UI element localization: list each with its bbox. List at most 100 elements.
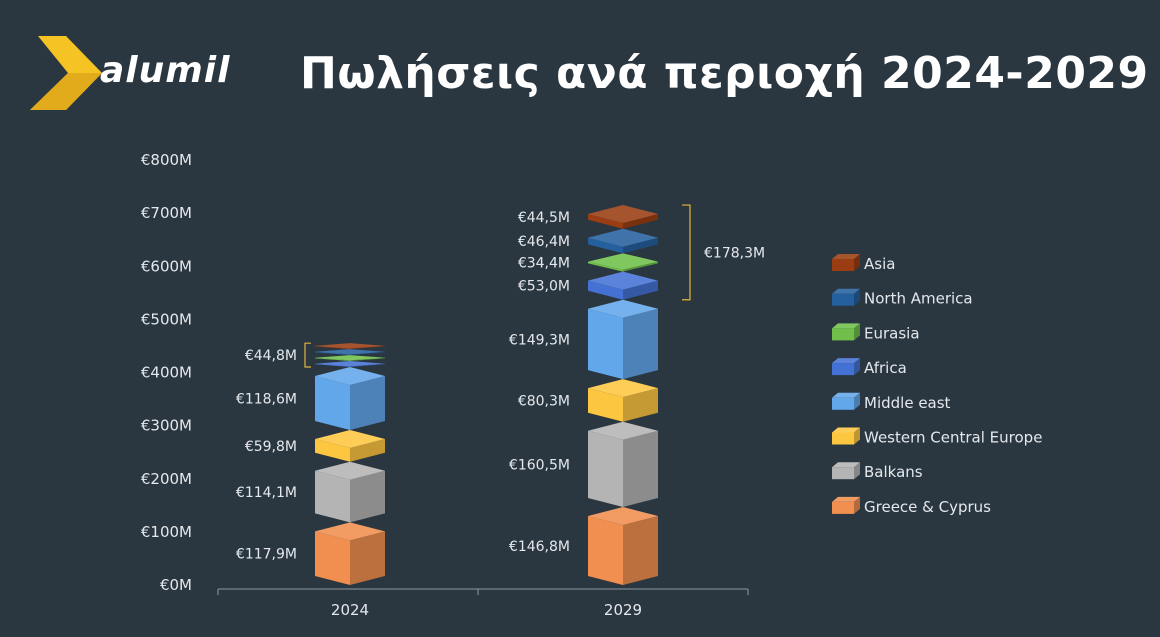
bar-face-right	[350, 345, 385, 350]
bar-face-left	[588, 237, 623, 254]
legend-label: Middle east	[864, 394, 951, 412]
bar-face-right	[623, 516, 658, 585]
bar-face-right	[623, 214, 658, 229]
legend-swatch-side	[854, 496, 860, 514]
data-label: €146,8M	[509, 539, 570, 555]
x-axis: 2024 2029	[217, 588, 749, 619]
bar-segment-north-america-2024	[315, 349, 385, 356]
bar-segment-africa-2024	[315, 361, 385, 367]
group-bracket-2029: €178,3M	[682, 204, 765, 301]
bar-segment-asia-2024	[315, 343, 385, 350]
data-label: €114,1M	[236, 485, 297, 501]
legend-item-greece-cyprus: Greece & Cyprus	[832, 496, 991, 516]
legend-swatch-top	[832, 392, 860, 398]
bar-face-left	[315, 357, 350, 362]
data-label: €117,9M	[236, 547, 297, 563]
legend-item-north-america: North America	[832, 288, 973, 308]
bar-face-left	[315, 351, 350, 356]
legend-swatch-side	[854, 254, 860, 271]
legend-swatch-top	[832, 358, 860, 364]
bar-stacks: €117,9M €114,1M €59,8M €118,6M €146,8M €160,5…	[236, 205, 658, 585]
data-label: €34,4M	[518, 255, 570, 271]
bar-segment-asia-2029	[588, 205, 658, 229]
y-tick-label: €100M	[141, 523, 192, 541]
y-tick-label: €300M	[141, 417, 192, 435]
bar-face-top	[588, 507, 658, 526]
bar-face-right	[350, 351, 385, 356]
bar-segment-western-central-europe-2029	[588, 379, 658, 422]
y-tick-label: €500M	[141, 310, 192, 328]
bar-face-top	[315, 343, 385, 349]
bar-face-left	[315, 531, 350, 585]
bar-face-top	[588, 299, 658, 318]
data-label: €53,0M	[518, 279, 570, 295]
bar-face-top	[315, 349, 385, 355]
legend-swatch-top	[832, 462, 860, 468]
y-tick-label: €600M	[141, 257, 192, 275]
bar-face-top	[588, 253, 658, 270]
bar-face-top	[315, 461, 385, 480]
legend-label: North America	[864, 290, 973, 308]
legend-label: Africa	[864, 359, 907, 377]
bar-face-right	[350, 363, 385, 367]
bar-face-right	[623, 388, 658, 422]
legend-item-asia: Asia	[832, 254, 895, 273]
legend-swatch-side	[854, 288, 860, 306]
bar-face-left	[588, 430, 623, 508]
legend-swatch	[832, 363, 854, 376]
bar-segment-africa-2029	[588, 271, 658, 300]
bar-face-right	[350, 470, 385, 523]
bar-segment-north-america-2029	[588, 228, 658, 254]
bar-face-top	[588, 271, 658, 290]
bar-segment-middle-east-2029	[588, 299, 658, 380]
bar-face-left	[588, 280, 623, 300]
legend-swatch	[832, 467, 854, 480]
bar-face-top	[588, 228, 658, 247]
bar-face-left	[315, 438, 350, 462]
legend-swatch	[832, 293, 854, 306]
bar-face-right	[350, 357, 385, 362]
bar-segment-balkans-2024	[315, 461, 385, 523]
legend-item-eurasia: Eurasia	[832, 323, 920, 342]
x-category-label: 2029	[604, 601, 642, 619]
bar-face-right	[350, 531, 385, 585]
data-label: €59,8M	[245, 439, 297, 455]
bar-face-top	[588, 205, 658, 224]
bar-segment-greece-cyprus-2029	[588, 507, 658, 585]
bar-face-left	[315, 375, 350, 430]
legend-swatch-side	[854, 462, 860, 480]
bar-face-top	[315, 361, 385, 367]
legend-label: Greece & Cyprus	[864, 498, 991, 516]
bar-face-top	[315, 355, 385, 361]
bar-face-right	[350, 438, 385, 462]
legend-label: Eurasia	[864, 324, 920, 342]
group-annotations: €44,8M €178,3M	[245, 204, 765, 368]
legend-label: Asia	[864, 255, 895, 273]
data-label: €80,3M	[518, 393, 570, 409]
legend-label: Western Central Europe	[864, 429, 1042, 447]
legend-swatch-side	[854, 427, 860, 445]
bar-segment-eurasia-2024	[315, 355, 385, 362]
bar-face-right	[623, 430, 658, 508]
bar-face-top	[315, 429, 385, 448]
legend: Asia North America Eurasia Africa Middle eas…	[832, 254, 1042, 516]
legend-swatch-top	[832, 254, 860, 259]
bar-face-top	[588, 379, 658, 398]
bar-segment-greece-cyprus-2024	[315, 522, 385, 585]
y-tick-label: €0M	[160, 576, 192, 594]
legend-label: Balkans	[864, 463, 923, 481]
group-total-label: €44,8M	[245, 348, 297, 364]
legend-swatch	[832, 259, 854, 271]
bar-face-right	[623, 237, 658, 254]
legend-item-western-central-europe: Western Central Europe	[832, 427, 1042, 447]
bar-face-top	[315, 366, 385, 385]
bar-segment-eurasia-2029	[588, 253, 658, 272]
data-label: €46,4M	[518, 234, 570, 250]
legend-swatch-top	[832, 323, 860, 329]
legend-item-balkans: Balkans	[832, 462, 923, 481]
y-tick-label: €200M	[141, 470, 192, 488]
group-bracket-2024: €44,8M	[245, 342, 311, 368]
legend-item-middle-east: Middle east	[832, 392, 951, 412]
bar-segment-balkans-2029	[588, 421, 658, 508]
